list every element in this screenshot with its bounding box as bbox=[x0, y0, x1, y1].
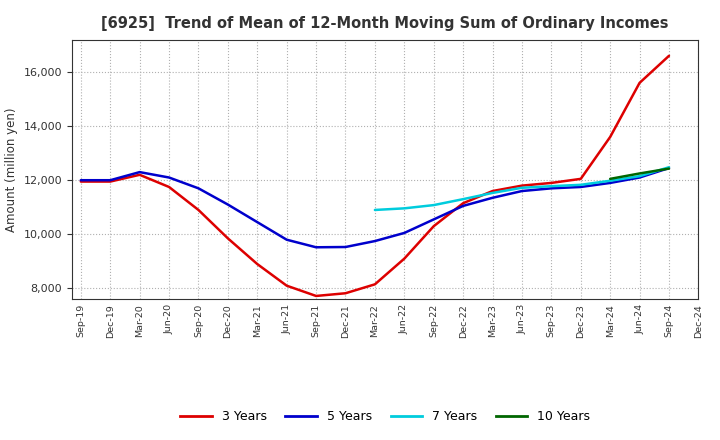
Title: [6925]  Trend of Mean of 12-Month Moving Sum of Ordinary Incomes: [6925] Trend of Mean of 12-Month Moving … bbox=[102, 16, 669, 32]
Y-axis label: Amount (million yen): Amount (million yen) bbox=[5, 107, 18, 231]
Legend: 3 Years, 5 Years, 7 Years, 10 Years: 3 Years, 5 Years, 7 Years, 10 Years bbox=[176, 405, 595, 428]
